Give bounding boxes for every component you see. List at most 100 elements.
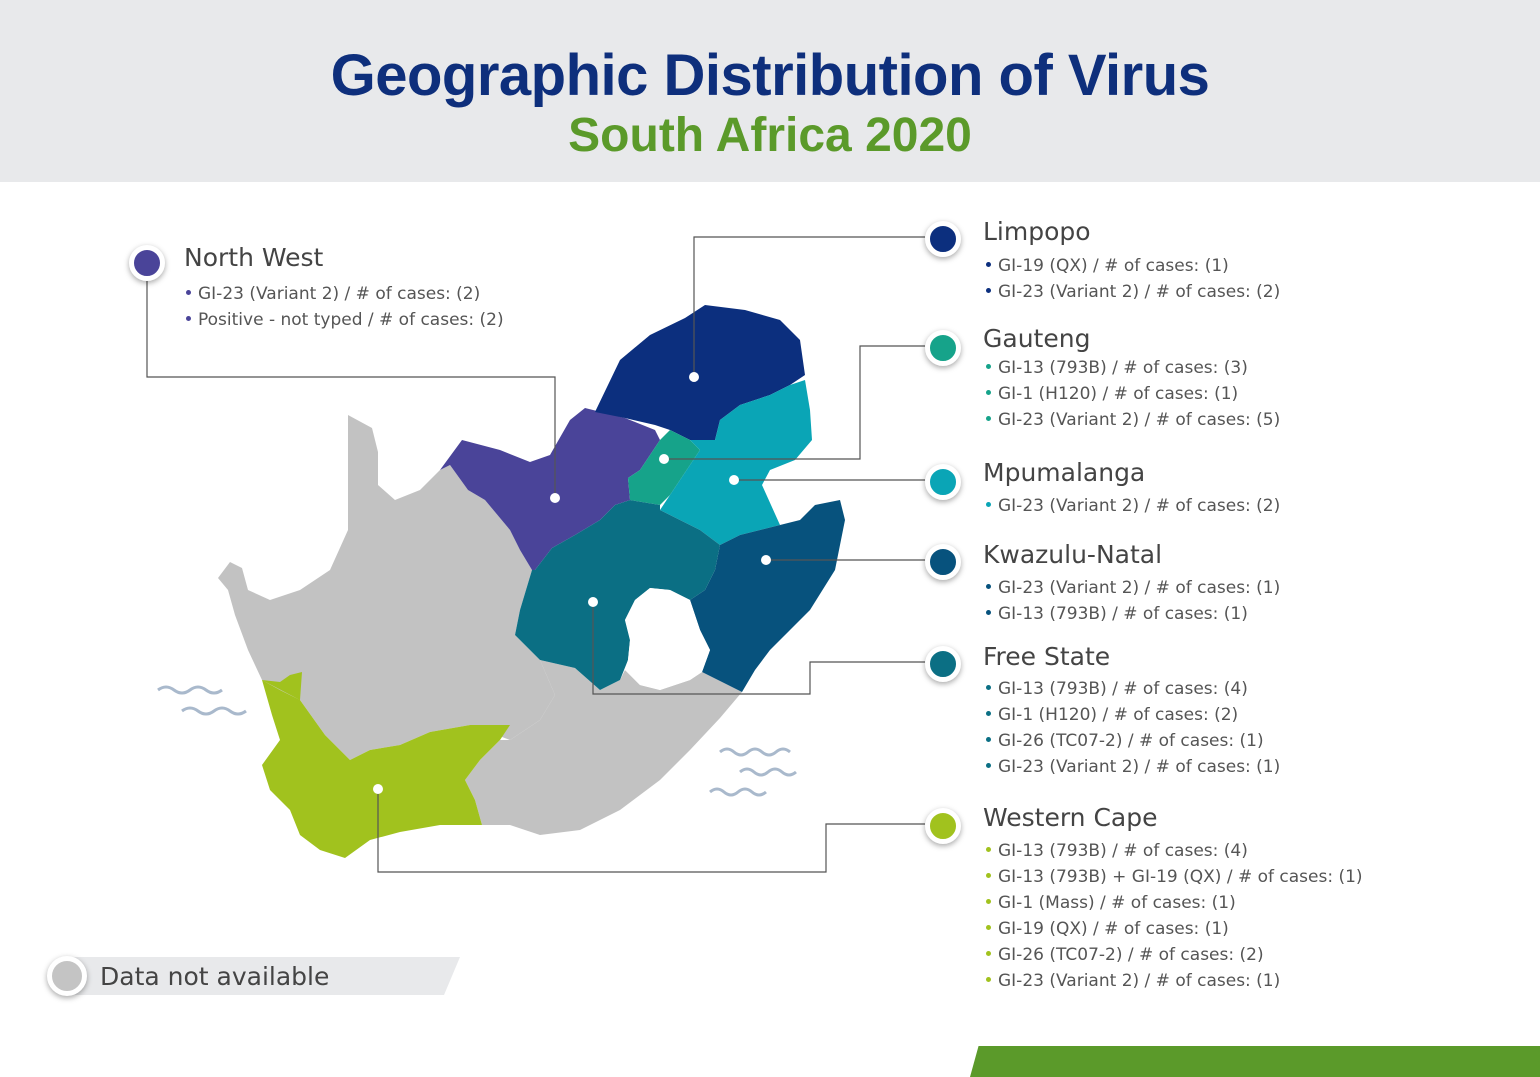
bullet-icon (986, 846, 991, 852)
case-entry: GI-13 (793B) / # of cases: (4) (986, 676, 1280, 702)
case-entry-text: GI-13 (793B) + GI-19 (QX) / # of cases: … (998, 867, 1363, 887)
region-limpopo-shape (595, 305, 805, 440)
case-entry-text: Positive - not typed / # of cases: (2) (198, 310, 504, 330)
case-entry-text: GI-13 (793B) / # of cases: (3) (998, 358, 1248, 378)
case-entry-text: GI-23 (Variant 2) / # of cases: (1) (998, 757, 1281, 777)
region-eastern-cape (465, 660, 742, 835)
free-state-entries: GI-13 (793B) / # of cases: (4) GI-1 (H120… (986, 676, 1280, 780)
case-entry: GI-13 (793B) / # of cases: (3) (986, 355, 1280, 381)
data-not-available-bar (60, 957, 460, 995)
region-kwazulu-natal-shape (690, 500, 845, 692)
case-entry: GI-1 (H120) / # of cases: (2) (986, 702, 1280, 728)
bullet-icon (986, 684, 991, 690)
case-entry: GI-19 (QX) / # of cases: (1) (986, 916, 1363, 942)
bullet-icon (986, 736, 991, 742)
region-mpumalanga-shape (660, 380, 812, 545)
case-entry-text: GI-26 (TC07-2) / # of cases: (2) (998, 945, 1264, 965)
leader-lines (146, 236, 925, 873)
case-entry: GI-1 (H120) / # of cases: (1) (986, 381, 1280, 407)
bullet-icon (986, 898, 991, 904)
leader-line-free-state (592, 602, 925, 695)
western-cape-color-dot (925, 808, 961, 844)
mpumalanga-entries: GI-23 (Variant 2) / # of cases: (2) (986, 493, 1280, 519)
case-entry: GI-23 (Variant 2) / # of cases: (2) (986, 279, 1280, 305)
region-northern-cape (218, 415, 555, 760)
bullet-icon (986, 950, 991, 956)
kwazulu-natal-entries: GI-23 (Variant 2) / # of cases: (1) GI-13… (986, 575, 1280, 627)
anchor-mpumalanga (729, 475, 739, 485)
leader-line-limpopo (693, 236, 925, 377)
case-entry: GI-13 (793B) / # of cases: (1) (986, 601, 1280, 627)
bullet-icon (986, 872, 991, 878)
anchor-western-cape (373, 784, 383, 794)
case-entry: GI-13 (793B) / # of cases: (4) (986, 838, 1363, 864)
gauteng-label: Gauteng (983, 324, 1091, 353)
limpopo-label: Limpopo (983, 217, 1091, 246)
region-gauteng-shape (628, 430, 700, 505)
case-entry-text: GI-19 (QX) / # of cases: (1) (998, 919, 1229, 939)
case-entry: GI-23 (Variant 2) / # of cases: (1) (986, 754, 1280, 780)
case-entry: GI-23 (Variant 2) / # of cases: (1) (986, 575, 1280, 601)
region-western-cape-shape (262, 672, 510, 858)
header-banner: Geographic Distribution of Virus South A… (0, 0, 1540, 182)
anchor-points (373, 372, 771, 794)
bullet-icon (986, 609, 991, 615)
free-state-label: Free State (983, 642, 1111, 671)
bullet-icon (186, 289, 191, 295)
leader-line-western-cape (377, 789, 925, 873)
limpopo-color-dot (925, 221, 961, 257)
case-entry-text: GI-13 (793B) / # of cases: (1) (998, 604, 1248, 624)
case-entry: GI-26 (TC07-2) / # of cases: (2) (986, 942, 1363, 968)
free-state-color-dot (925, 646, 961, 682)
bullet-icon (986, 415, 991, 421)
anchor-free-state (588, 597, 598, 607)
case-entry-text: GI-1 (Mass) / # of cases: (1) (998, 893, 1236, 913)
bullet-icon (986, 501, 991, 507)
bullet-icon (986, 389, 991, 395)
case-entry-text: GI-23 (Variant 2) / # of cases: (2) (998, 496, 1281, 516)
region-lesotho (625, 588, 710, 690)
case-entry-text: GI-23 (Variant 2) / # of cases: (1) (998, 578, 1281, 598)
case-entry-text: GI-23 (Variant 2) / # of cases: (1) (998, 971, 1281, 991)
limpopo-entries: GI-19 (QX) / # of cases: (1) GI-23 (Varia… (986, 253, 1280, 305)
case-entry-text: GI-23 (Variant 2) / # of cases: (5) (998, 410, 1281, 430)
page-subtitle: South Africa 2020 (568, 109, 972, 162)
case-entry: GI-23 (Variant 2) / # of cases: (1) (986, 968, 1363, 994)
gauteng-color-dot (925, 330, 961, 366)
case-entry: GI-23 (Variant 2) / # of cases: (2) (186, 281, 504, 307)
north-west-color-dot (129, 245, 165, 281)
case-entry-text: GI-1 (H120) / # of cases: (2) (998, 705, 1239, 725)
north-west-label: North West (184, 243, 324, 272)
footer-accent-bar (970, 1046, 1540, 1077)
data-not-available-dot (47, 956, 87, 996)
case-entry-text: GI-23 (Variant 2) / # of cases: (2) (998, 282, 1281, 302)
bullet-icon (986, 261, 991, 267)
case-entry-text: GI-23 (Variant 2) / # of cases: (2) (198, 284, 481, 304)
bullet-icon (986, 762, 991, 768)
bullet-icon (986, 924, 991, 930)
data-not-available-label: Data not available (100, 962, 330, 991)
bullet-icon (986, 710, 991, 716)
anchor-limpopo (689, 372, 699, 382)
case-entry: GI-13 (793B) + GI-19 (QX) / # of cases: … (986, 864, 1363, 890)
bullet-icon (986, 363, 991, 369)
case-entry-text: GI-13 (793B) / # of cases: (4) (998, 679, 1248, 699)
anchor-kwazulu-natal (761, 555, 771, 565)
leader-line-gauteng (664, 345, 925, 460)
western-cape-entries: GI-13 (793B) / # of cases: (4) GI-13 (793… (986, 838, 1363, 994)
mpumalanga-label: Mpumalanga (983, 458, 1146, 487)
anchor-gauteng (659, 454, 669, 464)
region-north-west-shape (440, 408, 660, 570)
bullet-icon (186, 315, 191, 321)
case-entry: GI-23 (Variant 2) / # of cases: (5) (986, 407, 1280, 433)
bullet-icon (986, 976, 991, 982)
case-entry-text: GI-13 (793B) / # of cases: (4) (998, 841, 1248, 861)
bullet-icon (986, 583, 991, 589)
page-title: Geographic Distribution of Virus (330, 43, 1210, 108)
case-entry: GI-19 (QX) / # of cases: (1) (986, 253, 1280, 279)
kwazulu-natal-color-dot (925, 544, 961, 580)
case-entry: GI-1 (Mass) / # of cases: (1) (986, 890, 1363, 916)
leader-line-north-west (146, 280, 556, 497)
anchor-north-west (550, 493, 560, 503)
